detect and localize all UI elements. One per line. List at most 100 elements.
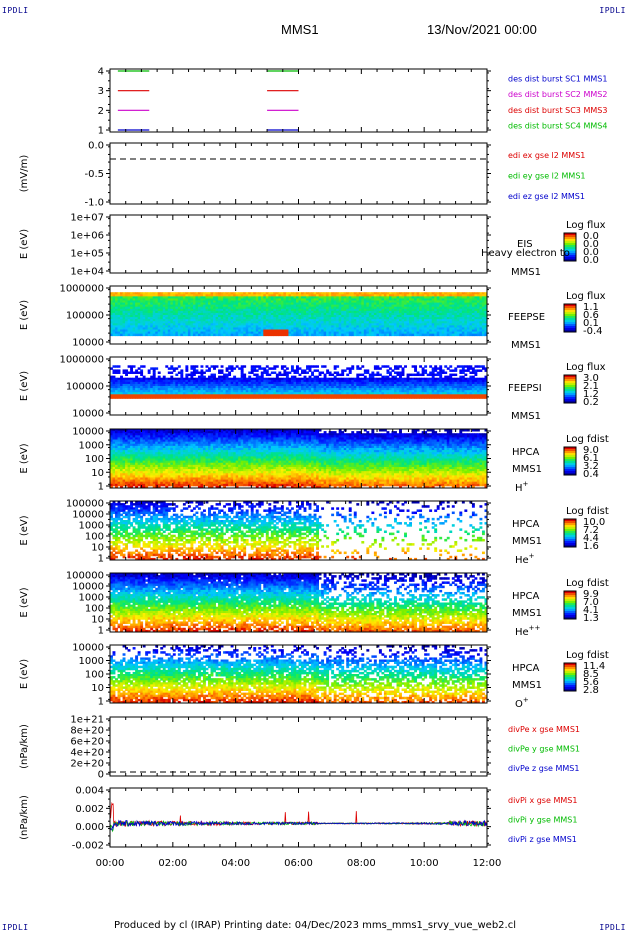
spectrogram-cell [361, 294, 365, 297]
spectrogram-cell [238, 298, 242, 301]
spectrogram-cell [439, 298, 443, 301]
spectrogram-cell [371, 323, 375, 326]
spectrogram-cell [371, 294, 375, 297]
spectrogram-cell [172, 300, 176, 303]
spectrogram-cell [170, 304, 174, 308]
spectrogram-cell [115, 302, 118, 306]
spectrogram-cell [351, 396, 355, 399]
spectrogram-cell [115, 306, 118, 310]
spectrogram-cell [303, 304, 307, 308]
spectrogram-cell [228, 294, 232, 297]
spectrogram-cell [155, 308, 159, 312]
spectrogram-cell [363, 304, 367, 308]
spectrogram-cell [208, 294, 211, 297]
spectrogram-cell [434, 333, 438, 337]
spectrogram-cell [431, 308, 435, 312]
burst-segments [117, 70, 299, 131]
spectrogram-cell [421, 306, 425, 310]
spectrogram-cell [115, 319, 118, 322]
spectrogram-cell [210, 315, 214, 318]
spectrogram-cell [177, 298, 181, 301]
spectrogram-cell [120, 292, 123, 295]
spectrogram-cell [167, 294, 171, 297]
spectrogram-cell [110, 292, 113, 295]
spectrogram-cell [346, 315, 350, 318]
spectrogram-cell [253, 298, 257, 301]
spectrogram-cell [127, 317, 131, 320]
spectrogram-cell [268, 306, 272, 310]
spectrogram-cell [419, 300, 423, 303]
spectrogram-cell [449, 333, 453, 337]
spectrogram-cell [368, 312, 372, 316]
spectrogram-cell [142, 327, 146, 330]
spectrogram-cell [210, 302, 214, 306]
spectrogram-cell [333, 312, 337, 316]
spectrogram-cell [182, 331, 186, 335]
spectrogram-cell [162, 296, 166, 299]
spectrogram-cell [378, 312, 382, 316]
spectrogram-cell [373, 310, 377, 314]
spectrogram-cell [187, 310, 191, 314]
spectrogram-cell [167, 292, 171, 295]
spectrogram-cell [298, 315, 302, 318]
spectrogram-cell [376, 294, 380, 297]
spectrogram-cell [125, 373, 128, 377]
spectrogram-cell [383, 365, 387, 368]
spectrogram-cell [155, 298, 159, 301]
spectrogram-cell [444, 333, 448, 337]
spectrogram-cell [268, 302, 272, 306]
spectrogram-cell [157, 312, 161, 316]
spectrogram-cell [238, 325, 242, 328]
spectrogram-cell [409, 296, 412, 299]
spectrogram-cell [378, 329, 382, 332]
spectrogram-cell [394, 300, 397, 303]
spectrogram-cell [192, 333, 196, 337]
spectrogram-cell [346, 373, 350, 377]
spectrogram-cell [298, 302, 302, 306]
spectrogram-cell [243, 300, 247, 303]
spectrogram-cell [250, 396, 254, 399]
spectrogram-cell [240, 315, 244, 318]
spectrogram-cell [336, 325, 340, 328]
spectrogram-cell [235, 323, 239, 326]
spectrogram-cell [331, 300, 335, 303]
spectrogram-cell [313, 327, 317, 330]
spectrogram-cell [240, 317, 244, 320]
spectrogram-cell [110, 317, 113, 320]
spectrogram-cell [192, 308, 196, 312]
spectrogram-cell [275, 306, 279, 310]
spectrogram-cell [155, 304, 159, 308]
spectrogram-cell [381, 396, 385, 399]
spectrogram-cell [220, 331, 224, 335]
spectrogram-cell [165, 304, 169, 308]
spectrogram-cell [250, 325, 254, 328]
spectrogram-cell [285, 329, 289, 332]
spectrogram-cell [110, 312, 113, 316]
spectrogram-cell [238, 310, 242, 314]
spectrogram-cell [230, 396, 234, 399]
spectrogram-cell [404, 306, 407, 310]
spectrogram-cell [394, 327, 397, 330]
colorbar-tick-label: 0.0 [583, 239, 599, 250]
spectrogram-cell [318, 373, 322, 377]
spectrogram-cell [378, 323, 382, 326]
spectrogram-cell [303, 329, 307, 332]
spectrogram-cell [338, 302, 342, 306]
spectrogram-cell [140, 373, 144, 377]
spectrogram-cell [125, 396, 128, 399]
spectrogram-cell [290, 325, 294, 328]
spectrogram-cell [283, 329, 287, 332]
spectrogram-cell [160, 298, 164, 301]
spectrogram-cell [378, 304, 382, 308]
spectrogram-cell [117, 325, 121, 328]
spectrogram-cell [215, 300, 219, 303]
spectrogram-cell [165, 306, 169, 310]
spectrogram-cell [381, 325, 385, 328]
spectrogram-cell [135, 310, 139, 314]
spectrogram-cell [383, 308, 387, 312]
spectrogram-cell [243, 321, 247, 324]
spectrogram-cell [160, 329, 164, 332]
spectrogram-cell [303, 302, 307, 306]
spectrogram-cell [270, 310, 274, 314]
spectrogram-cell [263, 329, 267, 332]
